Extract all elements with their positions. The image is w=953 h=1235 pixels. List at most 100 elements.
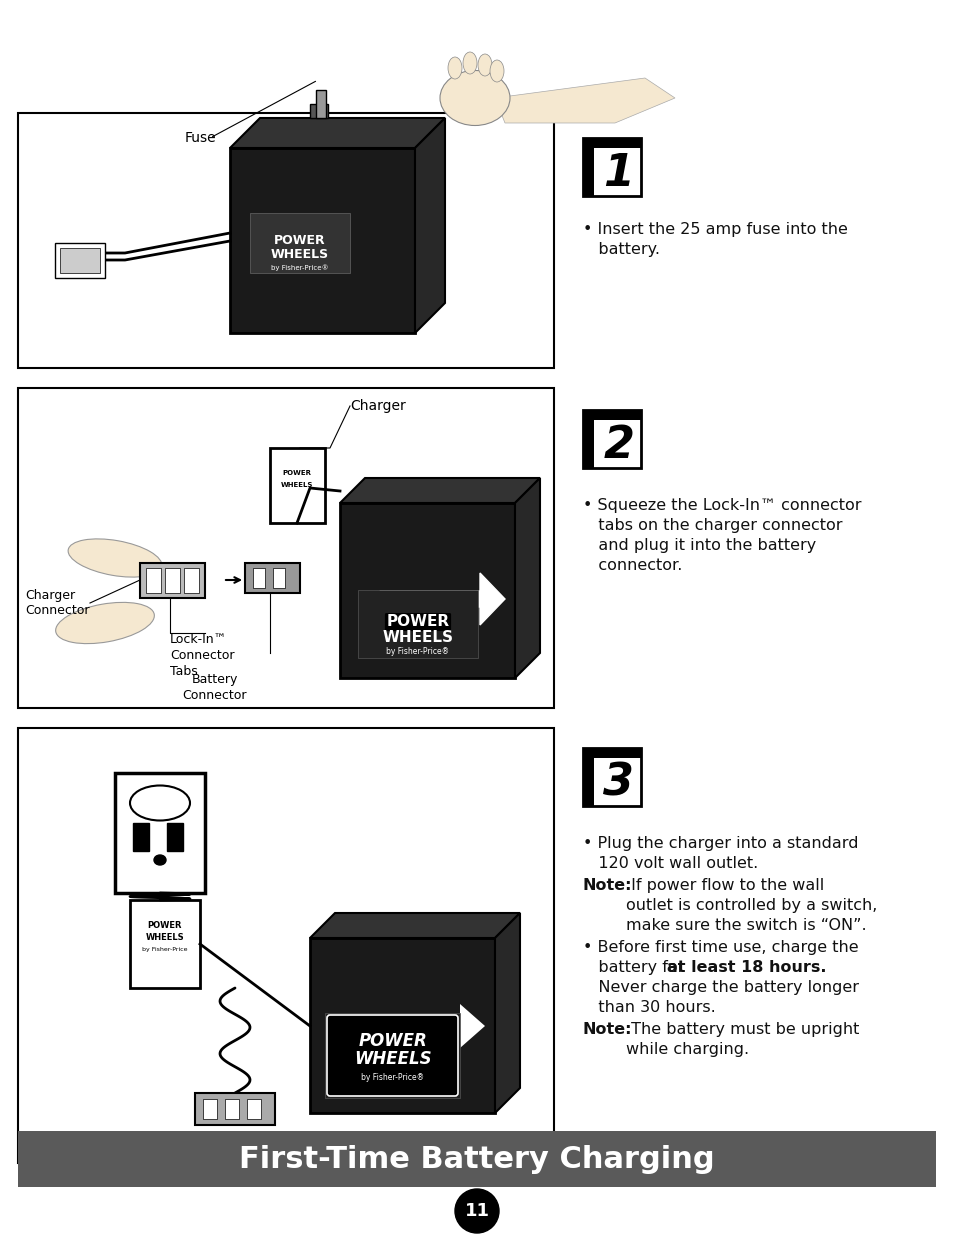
Text: by Fisher-Price®: by Fisher-Price® [386, 647, 449, 657]
Bar [55, 243, 105, 278]
Text: Lock-In™
Connector
Tabs: Lock-In™ Connector Tabs [170, 634, 234, 678]
Ellipse shape [153, 855, 166, 864]
Bar [18, 112, 554, 368]
Text: 11: 11 [464, 1202, 489, 1220]
Bar [310, 939, 495, 1113]
Bar [194, 1093, 274, 1125]
Bar [18, 1131, 935, 1187]
Text: The battery must be upright: The battery must be upright [625, 1023, 859, 1037]
Bar [230, 148, 415, 333]
Text: POWER: POWER [274, 235, 326, 247]
Text: • Insert the 25 amp fuse into the: • Insert the 25 amp fuse into the [582, 222, 847, 237]
Text: WHEELS: WHEELS [382, 631, 453, 646]
Bar [339, 503, 515, 678]
Bar [315, 90, 326, 119]
Bar [357, 590, 477, 658]
Bar [310, 104, 328, 119]
Ellipse shape [477, 54, 492, 77]
Bar [18, 388, 554, 708]
Bar [247, 1099, 261, 1119]
Polygon shape [495, 913, 519, 1113]
Bar [130, 900, 200, 988]
Bar [165, 568, 180, 593]
Bar [250, 212, 350, 273]
Text: and plug it into the battery: and plug it into the battery [582, 538, 816, 553]
FancyBboxPatch shape [327, 1015, 457, 1095]
Ellipse shape [130, 785, 190, 820]
Text: by Fisher-Price®: by Fisher-Price® [361, 1072, 424, 1082]
Text: Fuse: Fuse [185, 131, 216, 144]
Polygon shape [310, 913, 519, 939]
Text: WHEELS: WHEELS [146, 934, 184, 942]
Text: If power flow to the wall: If power flow to the wall [625, 878, 823, 893]
Bar [115, 773, 205, 893]
Bar [273, 568, 285, 588]
Polygon shape [345, 1004, 484, 1049]
Polygon shape [230, 119, 444, 148]
Ellipse shape [462, 52, 476, 74]
Text: Never charge the battery longer: Never charge the battery longer [582, 981, 858, 995]
Text: • Squeeze the Lock-In™ connector: • Squeeze the Lock-In™ connector [582, 498, 861, 513]
Ellipse shape [439, 70, 510, 126]
Text: at least 18 hours.: at least 18 hours. [666, 960, 825, 974]
Text: battery.: battery. [582, 242, 659, 257]
Ellipse shape [55, 603, 154, 643]
Bar [582, 410, 640, 420]
Bar [140, 563, 205, 598]
Text: 120 volt wall outlet.: 120 volt wall outlet. [582, 856, 758, 871]
Text: 2: 2 [603, 424, 634, 467]
Text: WHEELS: WHEELS [354, 1050, 432, 1068]
Text: • Plug the charger into a standard: • Plug the charger into a standard [582, 836, 858, 851]
Text: connector.: connector. [582, 558, 681, 573]
Text: POWER: POWER [148, 921, 182, 930]
Text: Note:: Note: [582, 878, 632, 893]
Text: by Fisher-Price®: by Fisher-Price® [271, 264, 329, 272]
Polygon shape [495, 78, 675, 124]
Text: First-Time Battery Charging: First-Time Battery Charging [239, 1145, 714, 1173]
Bar [582, 410, 594, 468]
Circle shape [455, 1189, 498, 1233]
Bar [253, 568, 265, 588]
Text: make sure the switch is “ON”.: make sure the switch is “ON”. [625, 918, 865, 932]
Bar [582, 138, 640, 148]
Text: Charger: Charger [350, 399, 405, 412]
Bar [270, 448, 325, 522]
Bar [225, 1099, 239, 1119]
Text: • Before first time use, charge the: • Before first time use, charge the [582, 940, 858, 955]
Bar [325, 1013, 459, 1098]
Text: by Fisher-Price: by Fisher-Price [142, 947, 188, 952]
Polygon shape [379, 573, 504, 625]
Text: POWER: POWER [282, 471, 312, 475]
Polygon shape [515, 478, 539, 678]
Bar [582, 748, 640, 806]
Text: 3: 3 [603, 762, 634, 805]
Polygon shape [339, 478, 539, 503]
Bar [60, 248, 100, 273]
Text: WHEELS: WHEELS [271, 248, 329, 262]
Bar [203, 1099, 216, 1119]
Bar [18, 727, 554, 1163]
Text: WHEELS: WHEELS [280, 482, 313, 488]
Text: battery for: battery for [582, 960, 689, 974]
Text: Note:: Note: [582, 1023, 632, 1037]
Ellipse shape [68, 538, 162, 577]
Bar [582, 748, 640, 758]
Bar [146, 568, 161, 593]
Bar [582, 410, 640, 468]
Polygon shape [415, 119, 444, 333]
Text: tabs on the charger connector: tabs on the charger connector [582, 517, 841, 534]
Bar [582, 138, 640, 196]
Bar [582, 138, 594, 196]
Text: than 30 hours.: than 30 hours. [582, 1000, 715, 1015]
Bar [167, 823, 183, 851]
Text: POWER: POWER [358, 1032, 427, 1050]
Ellipse shape [448, 57, 461, 79]
Bar [245, 563, 299, 593]
Text: outlet is controlled by a switch,: outlet is controlled by a switch, [625, 898, 877, 913]
Bar [184, 568, 199, 593]
Text: POWER: POWER [386, 615, 449, 630]
Text: 1: 1 [603, 152, 634, 195]
Text: Battery
Connector: Battery Connector [183, 673, 247, 701]
Ellipse shape [490, 61, 503, 82]
Bar [582, 748, 594, 806]
